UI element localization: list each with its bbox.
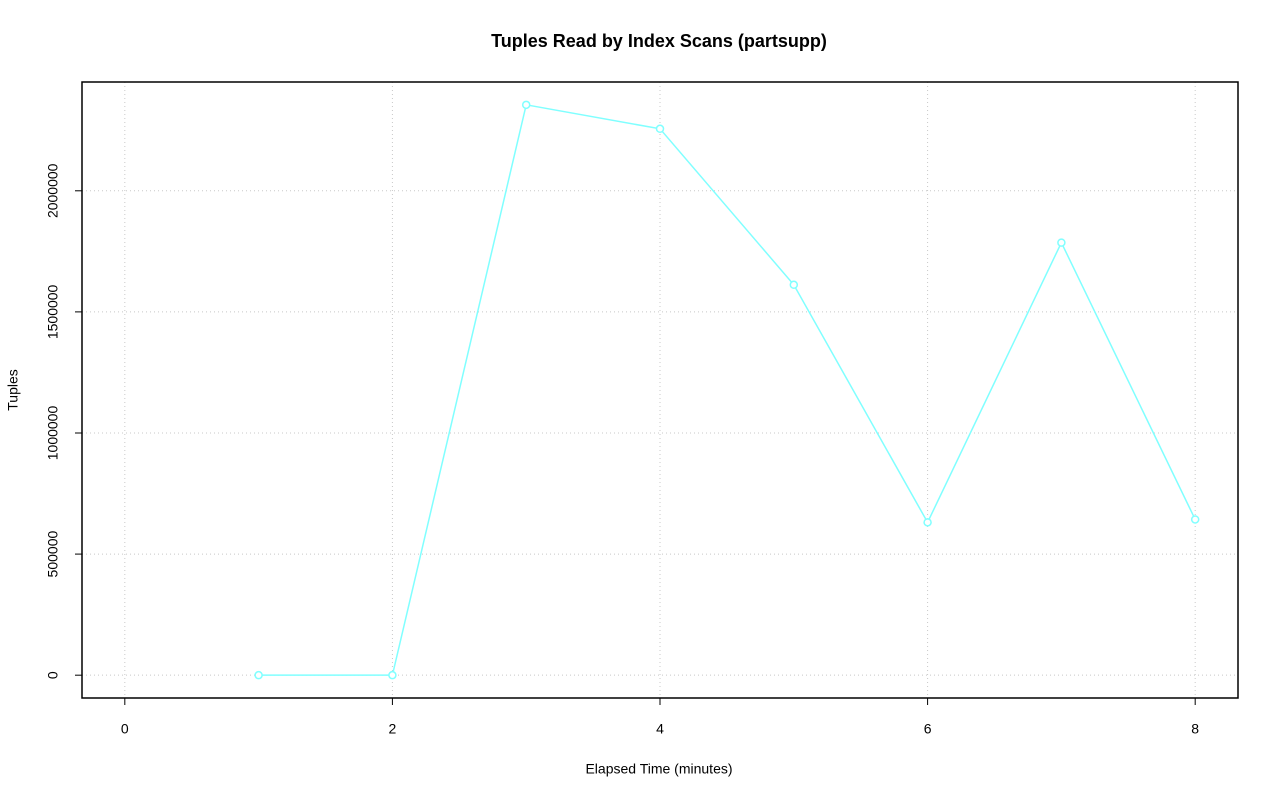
- x-tick-label: 4: [656, 721, 664, 737]
- grid: [82, 82, 1238, 698]
- y-axis-label: Tuples: [5, 369, 21, 411]
- data-line: [258, 103, 1196, 676]
- x-tick-label: 2: [389, 721, 397, 737]
- data-point: [388, 670, 397, 680]
- data-point: [1190, 515, 1200, 524]
- x-axis-label: Elapsed Time (minutes): [585, 761, 732, 777]
- data-point: [923, 518, 932, 527]
- x-tick-label: 0: [121, 721, 129, 737]
- data-point: [789, 280, 799, 290]
- y-tick-label: 2000000: [45, 163, 61, 218]
- data-point: [521, 100, 531, 110]
- data-point: [254, 670, 263, 680]
- y-tick-label: 1000000: [45, 406, 61, 461]
- plot-area: [254, 100, 1200, 680]
- y-tick-label: 500000: [45, 531, 61, 578]
- chart-title: Tuples Read by Index Scans (partsupp): [491, 31, 827, 51]
- y-tick-label: 1500000: [45, 284, 61, 339]
- x-tick-label: 6: [924, 721, 932, 737]
- data-point: [655, 124, 665, 134]
- y-tick-label: 0: [45, 671, 61, 679]
- data-point: [1057, 238, 1066, 247]
- x-tick-label: 8: [1191, 721, 1199, 737]
